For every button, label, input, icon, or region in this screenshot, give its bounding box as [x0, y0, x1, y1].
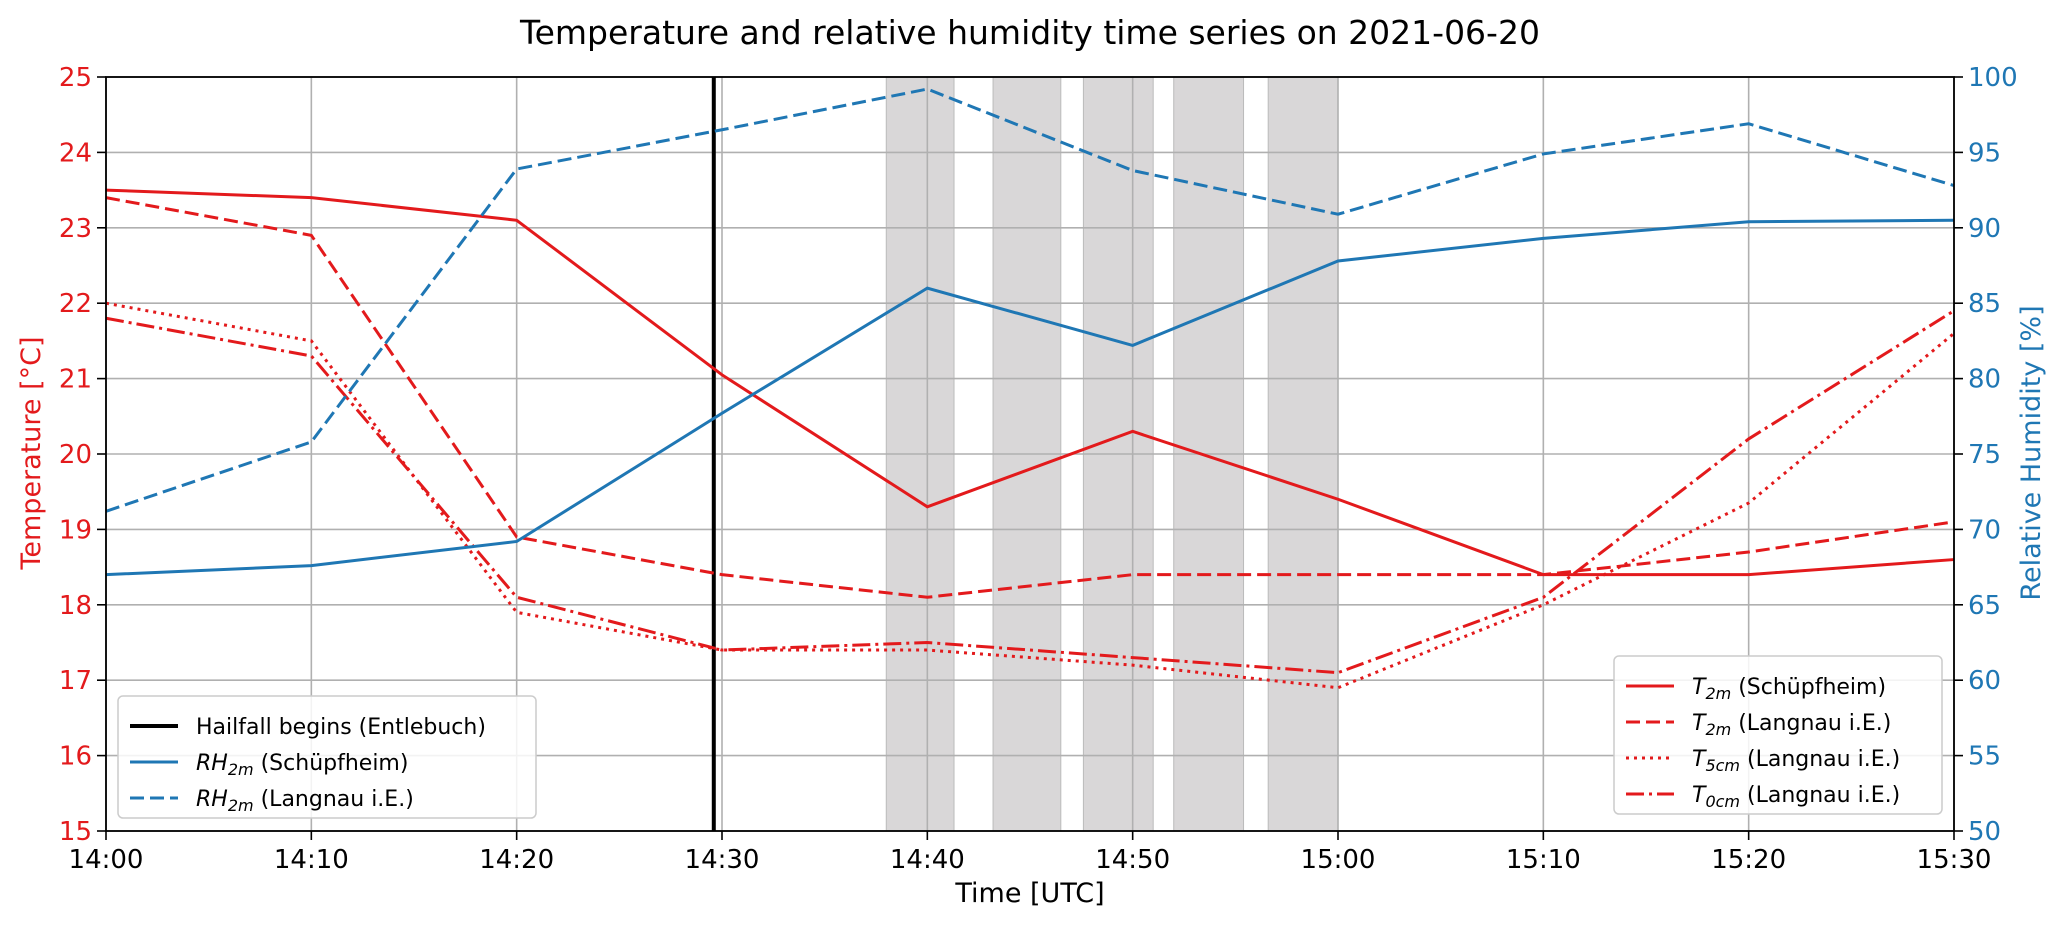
y-right-tick-label: 65 [1968, 591, 2001, 621]
legend-entry: RH2m (Schüpfheim) [130, 751, 408, 779]
y-left-tick-label: 25 [59, 63, 92, 93]
series-line-rh-2m-langnau-i-e- [105, 87, 1955, 513]
legend-label: T5cm (Langnau i.E.) [1692, 747, 1900, 775]
series-line-t-0cm-langnau-i-e- [105, 309, 1955, 675]
y-left-tick-label: 22 [59, 289, 92, 319]
legend-label: T2m (Schüpfheim) [1692, 675, 1886, 703]
legend-label: RH2m (Langnau i.E.) [196, 787, 414, 815]
y-left-tick-label: 21 [59, 365, 92, 395]
y-left-tick-label: 15 [59, 817, 92, 847]
x-tick-label: 15:00 [1301, 845, 1376, 875]
x-axis-label: Time [UTC] [954, 878, 1104, 909]
y-right-tick-label: 100 [1968, 63, 2018, 93]
legend-entry: T0cm (Langnau i.E.) [1626, 783, 1900, 811]
y-axis-left-label: Temperature [°C] [16, 336, 47, 570]
legend-label: T0cm (Langnau i.E.) [1692, 783, 1900, 811]
y-right-tick-label: 60 [1968, 666, 2001, 696]
series-line-rh-2m-sch-pfheim- [105, 218, 1955, 577]
legend-lower-right: T2m (Schüpfheim) T2m (Langnau i.E.) T5cm (… [1613, 655, 1943, 815]
y-right-tick-label: 80 [1968, 365, 2001, 395]
y-axis-right-label: Relative Humidity [%] [2016, 305, 2047, 600]
x-tick-label: 14:40 [890, 845, 965, 875]
legend-entry: Hailfall begins (Entlebuch) [130, 715, 486, 740]
y-left-tick-label: 18 [59, 591, 92, 621]
x-tick-label: 14:00 [69, 845, 144, 875]
legend-label: Hailfall begins (Entlebuch) [196, 715, 486, 740]
y-right-tick-label: 50 [1968, 817, 2001, 847]
legend-entry: RH2m (Langnau i.E.) [130, 787, 414, 815]
y-left-tick-label: 24 [59, 138, 92, 168]
y-right-tick-label: 70 [1968, 515, 2001, 545]
y-right-tick-label: 55 [1968, 742, 2001, 772]
y-right-tick-label: 95 [1968, 138, 2001, 168]
legend-entry: T5cm (Langnau i.E.) [1626, 747, 1900, 775]
legend-entry: T2m (Schüpfheim) [1626, 675, 1886, 703]
y-left-tick-label: 19 [59, 515, 92, 545]
legend-entry: T2m (Langnau i.E.) [1626, 711, 1891, 739]
y-left-tick-label: 17 [59, 666, 92, 696]
series-line-t-2m-sch-pfheim- [105, 188, 1955, 577]
x-tick-label: 15:10 [1506, 845, 1581, 875]
legend-box [1613, 655, 1943, 815]
chart-title: Temperature and relative humidity time s… [519, 13, 1540, 52]
legend-lower-left: Hailfall begins (Entlebuch) RH2m (Schüpfh… [117, 695, 537, 819]
y-left-tick-label: 23 [59, 214, 92, 244]
y-left-tick-label: 16 [59, 742, 92, 772]
x-tick-label: 14:50 [1095, 845, 1170, 875]
x-tick-label: 14:30 [685, 845, 760, 875]
legend-box [117, 695, 537, 819]
y-left-tick-label: 20 [59, 440, 92, 470]
series-line-t-5cm-langnau-i-e- [105, 301, 1955, 690]
x-tick-label: 15:30 [1917, 845, 1992, 875]
plot-area: 14:00 14:10 14:20 14:30 14:40 14:50 15:00 15:10… [59, 63, 2018, 875]
x-tick-label: 14:20 [479, 845, 554, 875]
y-right-tick-label: 85 [1968, 289, 2001, 319]
x-tick-label: 15:20 [1711, 845, 1786, 875]
legend-label: T2m (Langnau i.E.) [1692, 711, 1891, 739]
legend-label: RH2m (Schüpfheim) [196, 751, 408, 779]
y-right-tick-label: 75 [1968, 440, 2001, 470]
series-line-t-2m-langnau-i-e- [105, 196, 1955, 599]
y-right-tick-label: 90 [1968, 214, 2001, 244]
x-tick-label: 14:10 [274, 845, 349, 875]
